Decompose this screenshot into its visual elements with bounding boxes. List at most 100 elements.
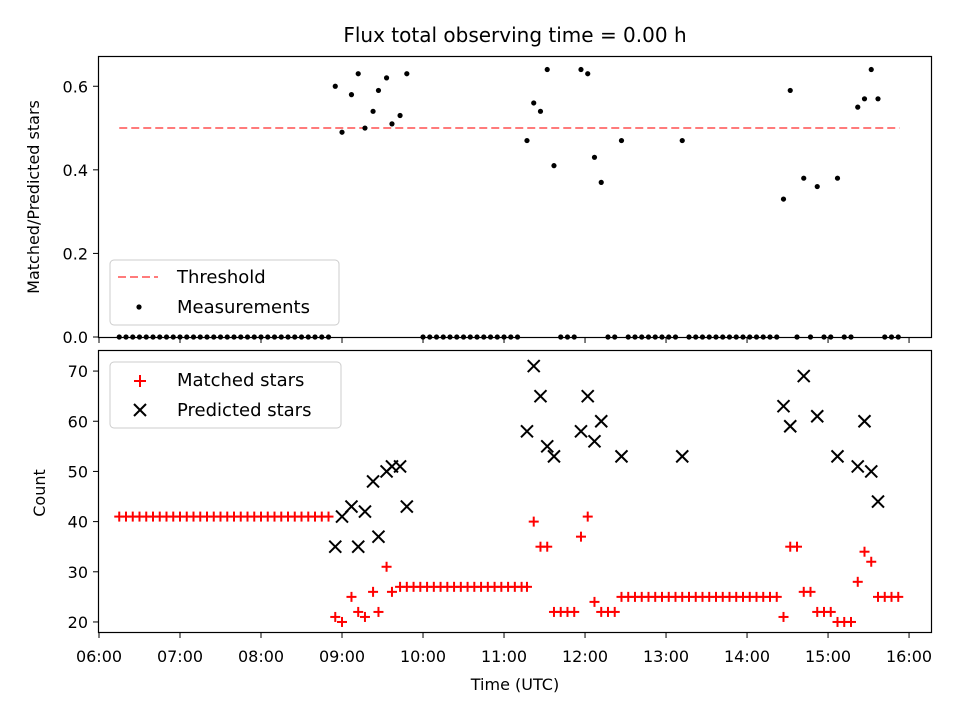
predicted-star-marker — [675, 449, 689, 464]
matched-star-marker — [346, 591, 357, 602]
bottom-ytick-label: 30 — [68, 563, 88, 582]
matched-star-marker — [353, 606, 364, 617]
matched-star-marker — [359, 611, 370, 622]
predicted-star-marker — [527, 359, 541, 373]
measurement-point — [339, 129, 345, 135]
top-ytick-label: 0.0 — [63, 328, 88, 347]
predicted-star-marker — [540, 439, 554, 454]
measurement-point — [814, 183, 820, 190]
bottom-xtick-label: 16:00 — [886, 647, 932, 666]
measurement-point — [551, 163, 557, 169]
matched-star-marker — [771, 591, 782, 602]
measurement-point — [801, 175, 807, 181]
measurement-point — [868, 66, 874, 73]
measurement-point — [348, 92, 355, 98]
measurement-point — [861, 96, 868, 102]
bottom-xtick-label: 06:00 — [76, 647, 122, 666]
measurement-point — [591, 154, 598, 160]
measurement-point — [397, 112, 403, 119]
predicted-star-marker — [366, 474, 380, 489]
measurement-point — [531, 100, 537, 106]
matched-star-marker — [521, 581, 532, 592]
predicted-star-marker — [857, 414, 872, 428]
top-ytick-label: 0.2 — [63, 244, 88, 263]
matched-star-marker — [852, 576, 863, 587]
predicted-star-marker — [871, 494, 885, 509]
bottom-axes-frame — [97, 349, 933, 634]
predicted-star-marker — [614, 449, 629, 464]
predicted-star-marker — [810, 409, 824, 423]
top-legend: Threshold Measurements — [109, 259, 340, 326]
predicted-legend-marker — [133, 403, 147, 417]
matched-star-marker — [542, 541, 553, 552]
bottom-ytick-label: 40 — [68, 513, 88, 532]
bottom-xtick-label: 13:00 — [643, 647, 689, 666]
bottom-xtick-label: 15:00 — [805, 647, 851, 666]
predicted-legend-label: Predicted stars — [177, 400, 311, 421]
matched-star-marker — [337, 616, 348, 627]
matched-star-marker — [381, 561, 392, 572]
threshold-legend-label: Threshold — [176, 267, 266, 288]
measurement-point — [383, 75, 390, 81]
matched-star-marker — [330, 611, 341, 622]
measurement-point — [332, 83, 338, 89]
measurement-point — [787, 87, 793, 94]
top-yticks: 0.0 0.2 0.4 0.6 — [63, 77, 99, 347]
measurement-point — [375, 87, 382, 94]
top-legend-box — [109, 259, 340, 326]
predicted-star-marker — [351, 539, 365, 554]
matched-star-marker — [845, 616, 856, 627]
predicted-star-marker — [797, 369, 811, 383]
predicted-star-marker — [581, 389, 595, 403]
matched-star-marker — [528, 516, 539, 527]
measurement-point — [544, 66, 550, 73]
measurement-point — [524, 137, 530, 144]
predicted-star-marker — [783, 419, 797, 433]
measurement-point — [855, 104, 861, 110]
bottom-plot-area — [114, 359, 904, 627]
bottom-legend-box — [109, 361, 342, 429]
bottom-yticks: 20 30 40 50 60 70 — [68, 362, 99, 632]
measurement-point — [780, 196, 787, 202]
matched-star-marker — [368, 586, 379, 597]
matched-star-marker — [778, 611, 789, 622]
measurement-point — [370, 108, 376, 114]
bottom-xtick-label: 07:00 — [157, 647, 203, 666]
top-ytick-label: 0.4 — [63, 161, 88, 180]
predicted-star-marker — [830, 449, 845, 464]
measurement-point — [404, 71, 410, 77]
measurement-point — [618, 137, 625, 144]
measurements-legend-marker — [136, 304, 142, 310]
measurement-point — [537, 108, 544, 114]
predicted-star-marker — [344, 499, 359, 514]
predicted-star-marker — [587, 434, 602, 449]
bottom-xlabel: Time (UTC) — [470, 675, 559, 694]
bottom-xtick-label: 12:00 — [562, 647, 608, 666]
matched-star-marker — [575, 531, 586, 542]
bottom-ytick-label: 50 — [68, 462, 88, 481]
bottom-xtick-label: 08:00 — [238, 647, 284, 666]
measurement-point — [578, 66, 584, 73]
predicted-star-marker — [328, 539, 342, 554]
measurement-point — [585, 71, 591, 77]
predicted-star-marker — [393, 459, 407, 474]
measurement-point — [598, 179, 604, 185]
measurement-point — [875, 96, 881, 102]
matched-star-marker — [791, 541, 802, 552]
bottom-ytick-label: 70 — [68, 362, 88, 381]
measurement-point — [389, 121, 395, 127]
predicted-star-marker — [547, 449, 561, 464]
matched-star-marker — [569, 606, 580, 617]
predicted-star-marker — [864, 464, 878, 479]
bottom-xtick-label: 10:00 — [400, 647, 446, 666]
bottom-xtick-label: 14:00 — [724, 647, 770, 666]
measurement-point — [362, 125, 368, 131]
matched-star-marker — [386, 586, 397, 597]
top-plot-area — [116, 66, 901, 340]
bottom-ytick-label: 20 — [68, 613, 88, 632]
matched-star-marker — [893, 591, 904, 602]
predicted-star-marker — [594, 414, 608, 428]
top-panel: Matched/Predicted stars 0.0 0.2 0.4 0.6 Thr… — [24, 55, 933, 347]
